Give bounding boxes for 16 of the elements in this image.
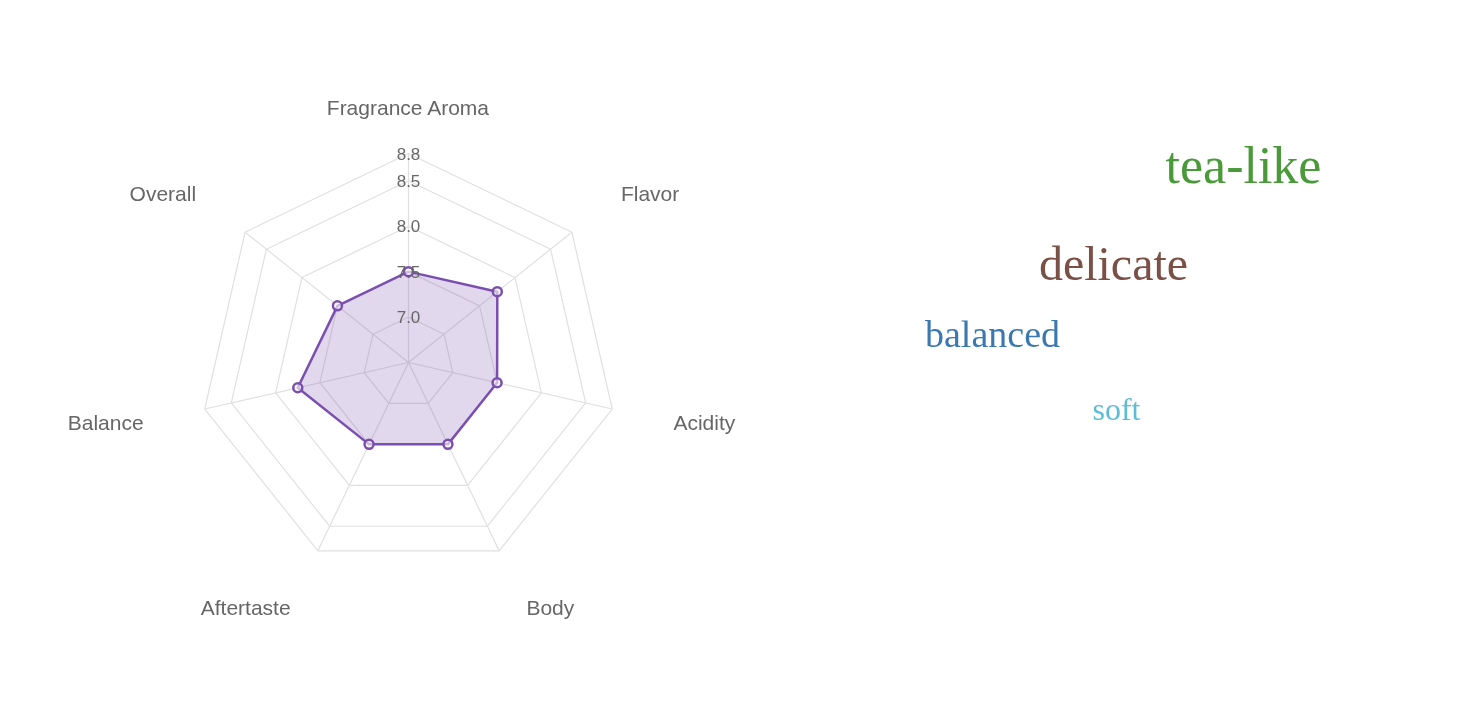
y-tick-label: 8.5 [396, 171, 421, 191]
spoke-label: Overall [129, 181, 197, 205]
legend-label: tea-like [1165, 137, 1322, 194]
legend-label: delicate [1038, 237, 1189, 290]
spoke-label: Balance [67, 411, 144, 435]
spoke-label: Body [526, 595, 575, 619]
spoke-label: Fragrance Aroma [326, 96, 490, 120]
spoke-label: Acidity [673, 411, 736, 435]
y-tick-label: 7.0 [396, 308, 421, 328]
legend-label: balanced [924, 312, 1061, 355]
legend-label: soft [1092, 390, 1141, 427]
y-tick-label: 8.8 [396, 144, 421, 164]
y-tick-label: 7.5 [396, 262, 421, 282]
y-tick-label: 8.0 [396, 217, 421, 237]
spoke-label: Aftertaste [200, 595, 291, 619]
spoke-label: Flavor [620, 181, 680, 205]
